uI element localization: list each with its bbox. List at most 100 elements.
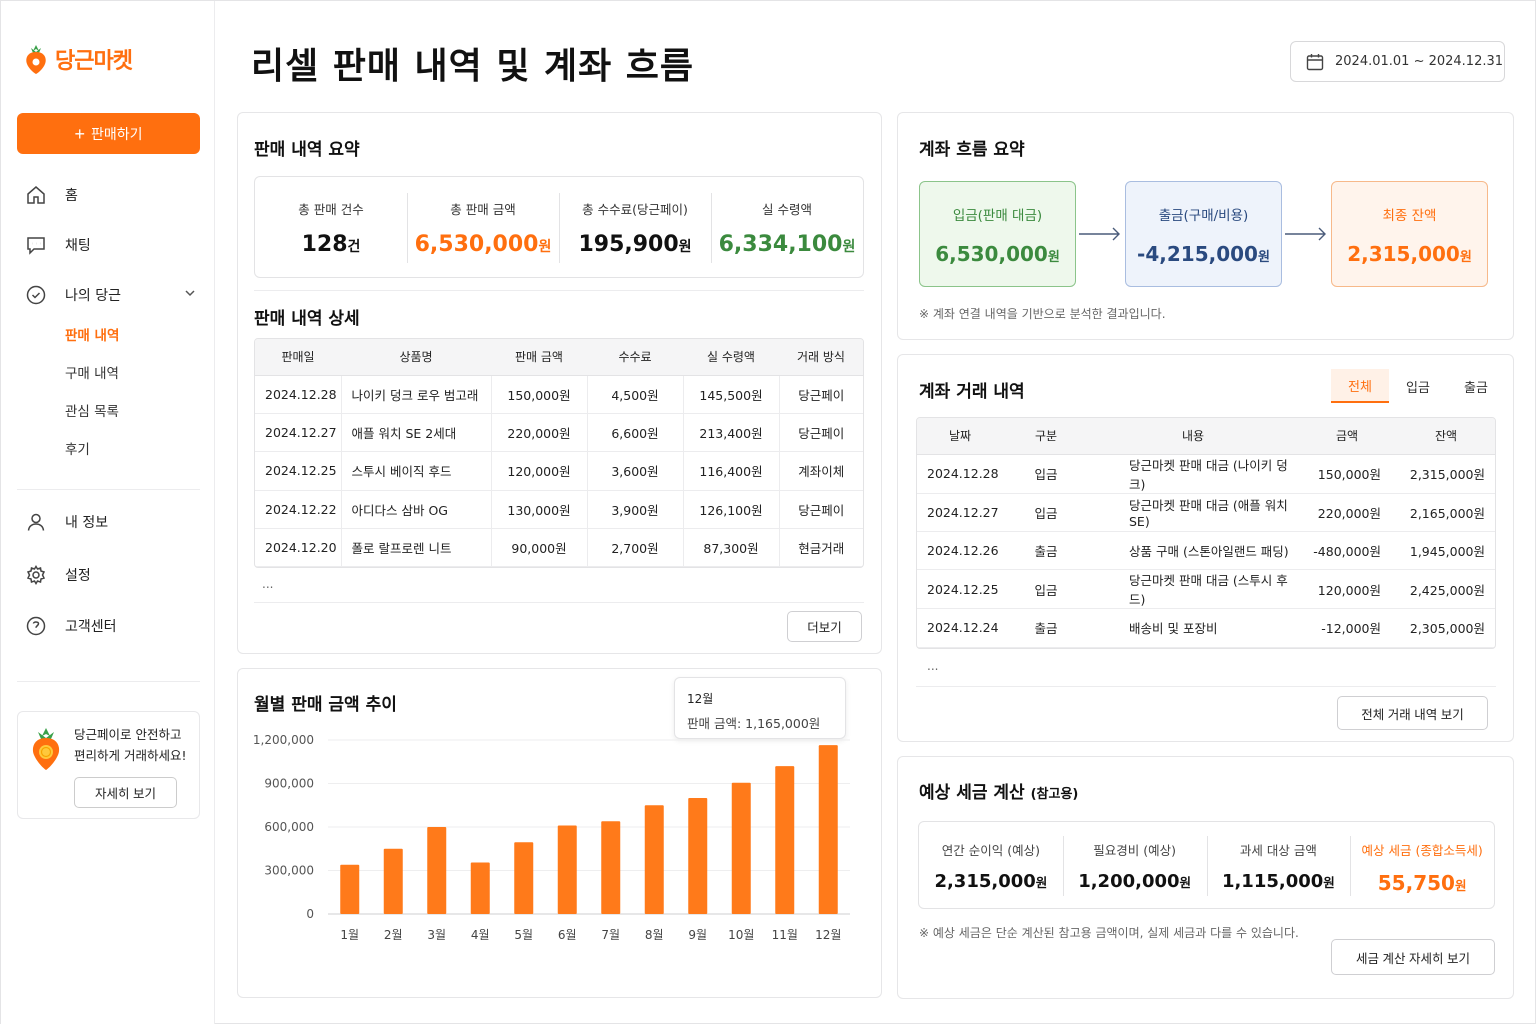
table-row[interactable]: 2024.12.25 스투시 베이직 후드 120,000원 3,600원 11… <box>255 451 863 491</box>
table-cell: 나이키 덩크 로우 범고래 <box>341 375 492 414</box>
table-cell: 1,945,000원 <box>1397 531 1495 571</box>
sidebar-sub-reviews[interactable]: 후기 <box>65 442 90 458</box>
sell-button-label: 판매하기 <box>90 125 143 142</box>
sidebar: 당근마켓 + 판매하기 홈 채팅 나의 당근 판매 내역 구매 내역 관심 목록… <box>1 1 215 1024</box>
table-cell: 당근페이 <box>779 413 863 453</box>
tax-net-profit: 연간 순이익 (예상) 2,315,000원 <box>919 822 1063 908</box>
table-row[interactable]: 2024.12.26 출금 상품 구매 (스톤아일랜드 패딩) -480,000… <box>917 531 1495 571</box>
tab-withdraw[interactable]: 출금 <box>1447 369 1505 403</box>
date-range-picker[interactable]: 2024.01.01 ~ 2024.12.31 <box>1290 41 1505 82</box>
x-tick-label: 2월 <box>384 928 403 942</box>
column-header[interactable]: 상품명 <box>341 339 491 376</box>
table-cell: 213,400원 <box>683 413 780 453</box>
table-cell: 2024.12.25 <box>917 569 1003 610</box>
bar <box>644 805 664 914</box>
column-header[interactable]: 판매일 <box>255 339 341 376</box>
sidebar-sub-purchases[interactable]: 구매 내역 <box>65 366 119 382</box>
table-cell: -12,000원 <box>1297 608 1397 648</box>
tab-all[interactable]: 전체 <box>1331 369 1389 403</box>
table-row[interactable]: 2024.12.28 나이키 덩크 로우 범고래 150,000원 4,500원… <box>255 375 863 414</box>
column-header[interactable]: 금액 <box>1297 418 1397 455</box>
plus-icon: + <box>74 123 85 144</box>
tooltip-title: 12월 <box>687 692 714 706</box>
sidebar-item-settings[interactable]: 설정 <box>25 564 201 586</box>
table-row[interactable]: 2024.12.25 입금 당근마켓 판매 대금 (스투시 후드) 120,00… <box>917 569 1495 610</box>
monthly-chart-card: 월별 판매 금액 추이 12월 판매 금액: 1,165,000원 0 300,0… <box>237 668 882 998</box>
table-cell: 2024.12.28 <box>917 454 1003 494</box>
tax-title-main: 예상 세금 계산 <box>919 783 1025 803</box>
sidebar-item-chat[interactable]: 채팅 <box>25 234 201 256</box>
tax-estimate-card: 예상 세금 계산 (참고용) 연간 순이익 (예상) 2,315,000원 필요… <box>897 756 1514 999</box>
table-row[interactable]: 2024.12.22 아디다스 삼바 OG 130,000원 3,900원 12… <box>255 490 863 530</box>
table-cell: 87,300원 <box>683 528 780 568</box>
tax-taxable-amount: 과세 대상 금액 1,115,000원 <box>1206 822 1351 908</box>
chat-icon <box>27 237 45 255</box>
summary-label: 총 수수료(당근페이) <box>582 202 688 217</box>
sales-summary-title: 판매 내역 요약 <box>254 140 360 160</box>
x-tick-label: 1월 <box>340 928 359 942</box>
more-button[interactable]: 더보기 <box>787 611 862 642</box>
flow-unit: 원 <box>1459 250 1472 265</box>
table-row[interactable]: 2024.12.27 입금 당근마켓 판매 대금 (애플 워치 SE) 220,… <box>917 493 1495 532</box>
column-header[interactable]: 구분 <box>1003 418 1089 455</box>
table-cell: 120,000원 <box>491 451 588 491</box>
table-cell: 150,000원 <box>1297 454 1397 494</box>
summary-label: 총 판매 금액 <box>450 202 516 217</box>
page-title: 리셀 판매 내역 및 계좌 흐름 <box>251 46 694 87</box>
tax-label: 필요경비 (예상) <box>1093 843 1176 858</box>
promo-details-button[interactable]: 자세히 보기 <box>74 777 177 808</box>
tx-filter-tabs: 전체 입금 출금 <box>1331 369 1505 403</box>
table-cell: 당근페이 <box>779 490 863 530</box>
x-tick-label: 10월 <box>728 928 754 942</box>
bar <box>514 842 534 914</box>
tax-details-button[interactable]: 세금 계산 자세히 보기 <box>1331 939 1495 975</box>
sidebar-item-my-info[interactable]: 내 정보 <box>25 511 201 533</box>
promo-card: 당근페이로 안전하고 편리하게 거래하세요! 자세히 보기 <box>17 711 200 819</box>
column-header[interactable]: 내용 <box>1089 418 1297 455</box>
bar <box>775 766 795 914</box>
column-header[interactable]: 날짜 <box>917 418 1003 455</box>
table-row[interactable]: 2024.12.20 폴로 랄프로렌 니트 90,000원 2,700원 87,… <box>255 528 863 568</box>
table-cell: 2024.12.27 <box>255 413 342 453</box>
column-header[interactable]: 잔액 <box>1397 418 1495 455</box>
table-cell: 아디다스 삼바 OG <box>341 490 492 530</box>
chevron-down-icon[interactable] <box>183 286 197 300</box>
sell-button[interactable]: + 판매하기 <box>17 113 200 154</box>
column-header[interactable]: 거래 방식 <box>779 339 863 376</box>
table-row[interactable]: 2024.12.28 입금 당근마켓 판매 대금 (나이키 덩크) 150,00… <box>917 454 1495 494</box>
brand-logo[interactable]: 당근마켓 <box>23 43 133 75</box>
summary-number: 195,900 <box>578 232 679 257</box>
sidebar-item-my-carrot[interactable]: 나의 당근 <box>25 284 201 306</box>
user-icon <box>27 513 45 531</box>
account-flow-card: 계좌 흐름 요약 입금(판매 대금) 6,530,000원 출금(구매/비용) … <box>897 112 1514 340</box>
sales-summary-box: 총 판매 건수 128건 총 판매 금액 6,530,000원 총 수수료(당근… <box>254 176 864 278</box>
gear-icon <box>26 565 46 585</box>
table-row[interactable]: 2024.12.27 애플 워치 SE 2세대 220,000원 6,600원 … <box>255 413 863 453</box>
tax-label: 예상 세금 (종합소득세) <box>1361 843 1483 858</box>
x-tick-label: 7월 <box>601 928 620 942</box>
table-cell: 2,305,000원 <box>1397 608 1495 648</box>
column-header[interactable]: 수수료 <box>587 339 683 376</box>
table-cell: 90,000원 <box>491 528 588 568</box>
bar <box>818 745 838 914</box>
tax-value: 1,200,000원 <box>1063 871 1207 892</box>
column-header[interactable]: 판매 금액 <box>491 339 587 376</box>
x-tick-label: 4월 <box>471 928 490 942</box>
table-cell: 당근페이 <box>779 375 863 414</box>
tax-unit: 원 <box>1323 875 1335 890</box>
sidebar-sub-wishlist[interactable]: 관심 목록 <box>65 404 119 420</box>
tab-deposit[interactable]: 입금 <box>1389 369 1447 403</box>
table-row[interactable]: 2024.12.24 출금 배송비 및 포장비 -12,000원 2,305,0… <box>917 608 1495 648</box>
column-header[interactable]: 실 수령액 <box>683 339 779 376</box>
tax-value: 1,115,000원 <box>1207 871 1351 892</box>
y-tick-label: 900,000 <box>264 777 314 791</box>
table-cell: 2,315,000원 <box>1397 454 1495 494</box>
flow-value: 6,530,000원 <box>920 242 1075 266</box>
tax-label: 과세 대상 금액 <box>1239 843 1317 858</box>
account-flow-note: ※ 계좌 연결 내역을 기반으로 분석한 결과입니다. <box>919 307 1166 321</box>
sidebar-item-help[interactable]: 고객센터 <box>25 615 201 637</box>
view-all-transactions-button[interactable]: 전체 거래 내역 보기 <box>1337 696 1488 730</box>
sidebar-sub-sales[interactable]: 판매 내역 <box>65 328 120 344</box>
sidebar-item-home[interactable]: 홈 <box>25 184 201 206</box>
table-cell: 145,500원 <box>683 375 780 414</box>
